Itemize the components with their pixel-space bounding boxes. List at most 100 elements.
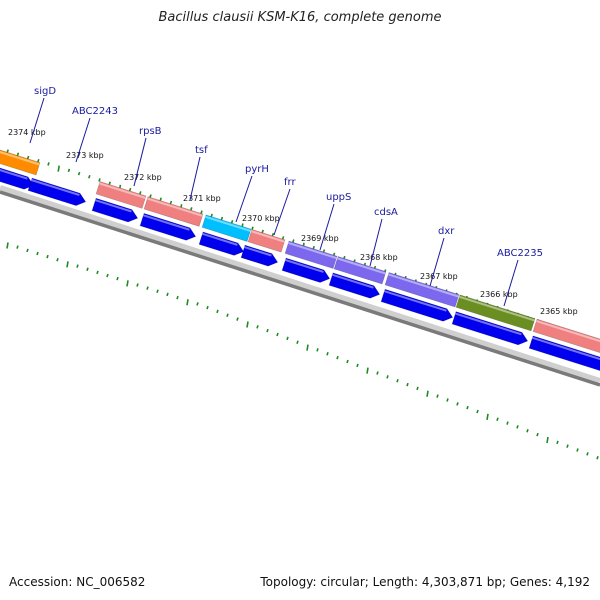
inner-tick [236, 317, 239, 321]
inner-tick [46, 254, 49, 259]
outer-tick [139, 191, 142, 195]
gene-leader-line [189, 156, 201, 201]
cds-arrow [240, 244, 279, 267]
inner-tick [466, 405, 469, 410]
inner-tick [366, 367, 369, 374]
inner-tick [276, 332, 279, 337]
inner-tick [486, 413, 489, 421]
inner-tick [266, 328, 269, 333]
outer-tick [159, 197, 162, 202]
cog-feature-dxr [455, 294, 536, 332]
inner-tick [66, 261, 69, 268]
cog-feature-ABC2243 [95, 181, 147, 209]
inner-tick [256, 325, 259, 329]
cog-feature-pyrH-highlight [251, 230, 285, 243]
backbone-shadow [0, 185, 600, 384]
inner-tick-ring [6, 242, 599, 460]
cog-feature-rpsB-highlight [147, 197, 203, 217]
outer-tick [6, 149, 9, 153]
inner-tick [426, 390, 429, 397]
outer-tick [200, 210, 203, 214]
cog-feature-dxr-highlight [459, 295, 535, 322]
gene-leader-line [503, 259, 519, 307]
outer-tick [210, 213, 213, 218]
outer-tick [16, 152, 20, 157]
topology-text: Topology: circular; Length: 4,303,871 bp… [260, 575, 590, 589]
inner-tick [326, 352, 329, 356]
cog-feature-ABC2235 [532, 318, 600, 353]
inner-tick [216, 309, 219, 314]
inner-tick [166, 292, 169, 297]
inner-tick [86, 267, 89, 271]
cds-arrow-highlight [532, 336, 600, 361]
inner-tick [546, 436, 549, 444]
inner-tick [506, 421, 509, 425]
gene-leader-line [319, 203, 335, 251]
cds-arrow-highlight [332, 273, 374, 289]
cds-arrow [281, 257, 331, 283]
gene-labels: sigD ABC2243 rpsB tsf pyrH frr uppS cdsA dxr ABC2… [29, 86, 543, 307]
inner-tick [556, 440, 559, 445]
cds-arrow [198, 231, 245, 256]
cog-feature-uppS [333, 256, 387, 285]
map-title: Bacillus clausii KSM-K16, complete genom… [158, 10, 442, 25]
outer-tick [271, 232, 275, 237]
inner-tick [436, 394, 439, 398]
inner-tick [306, 344, 309, 351]
inner-tick [496, 417, 499, 421]
outer-tick [26, 155, 30, 160]
inner-tick [126, 280, 129, 287]
kbp-tick-label: 2366 kbp [480, 290, 518, 299]
kbp-tick-label: 2373 kbp [66, 151, 104, 160]
cog-feature-ABC2235-highlight [536, 320, 600, 343]
outer-tick [251, 226, 254, 230]
inner-tick [156, 289, 159, 294]
inner-tick [6, 242, 9, 249]
inner-tick [246, 321, 249, 328]
kbp-tick-label: 2367 kbp [420, 272, 458, 281]
inner-tick [206, 305, 209, 310]
inner-tick [96, 270, 99, 275]
outer-tick [149, 194, 152, 198]
inner-tick [586, 452, 589, 456]
accession-text: Accession: NC_006582 [9, 575, 146, 589]
gene-label-sigD: sigD [34, 86, 56, 97]
cog-feature-frr-highlight [288, 241, 337, 260]
outer-tick [88, 175, 91, 179]
cds-arrow [27, 177, 87, 206]
cds-arrow-highlight [202, 232, 238, 246]
inner-tick [416, 386, 419, 391]
inner-tick [356, 363, 359, 368]
cds-arrow-highlight [31, 179, 80, 197]
kbp-tick-label: 2365 kbp [540, 307, 578, 316]
gene-label-tsf: tsf [195, 145, 208, 156]
cds-reverse-track [0, 167, 600, 371]
cds-arrow [328, 272, 381, 299]
outer-tick [98, 178, 101, 182]
inner-tick [286, 336, 289, 341]
cog-feature-frr [284, 240, 338, 269]
outer-tick [57, 165, 60, 172]
kbp-tick-labels: 2374 kbp 2373 kbp 2372 kbp 2371 kbp 2370 kbp… [8, 128, 578, 316]
inner-tick [296, 340, 299, 344]
gene-label-frr: frr [284, 177, 296, 188]
cog-feature-uppS-highlight [337, 257, 386, 275]
inner-tick [516, 425, 519, 429]
kbp-tick-label: 2372 kbp [124, 173, 162, 182]
gene-label-rpsB: rpsB [139, 126, 162, 137]
inner-tick [186, 299, 189, 306]
inner-tick [386, 375, 389, 379]
cog-feature-track [0, 149, 600, 353]
gene-leader-line [235, 175, 253, 223]
inner-tick [316, 348, 319, 352]
cds-arrow [528, 335, 600, 371]
cog-feature-sigD-highlight [0, 151, 40, 166]
outer-tick [108, 181, 111, 185]
inner-tick [196, 302, 199, 306]
kbp-tick-label: 2371 kbp [183, 194, 221, 203]
cds-arrow-highlight [384, 290, 447, 312]
inner-tick [456, 402, 459, 406]
backbone-line [0, 190, 600, 387]
